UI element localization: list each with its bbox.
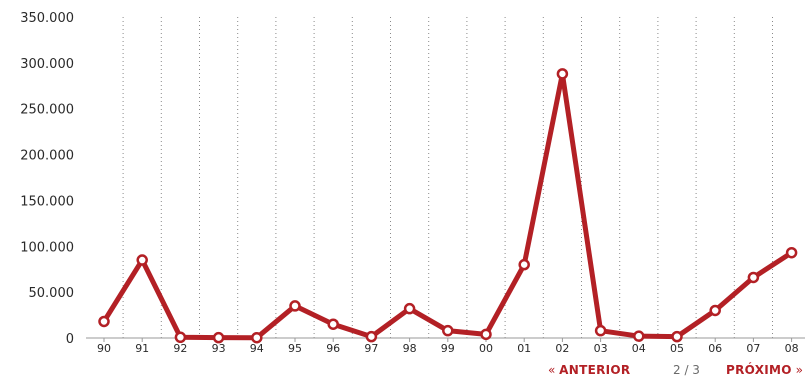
data-point [518,258,530,271]
x-tick-label: 93 [212,342,226,355]
data-point [403,302,416,315]
y-tick-label: 50.000 [29,286,75,301]
data-point [136,254,148,266]
series-line [101,71,795,341]
data-point [594,324,607,337]
x-tick-label: 91 [135,342,149,355]
x-tick-label: 92 [173,342,187,355]
y-tick-label: 0 [66,332,74,347]
next-label[interactable]: PRÓXIMO [726,363,792,377]
double-chevron-left-icon: « [548,363,556,377]
previous-page-link[interactable]: « ANTERIOR [548,363,630,381]
x-tick-label: 05 [670,342,684,355]
data-point [556,68,569,80]
x-tick-label: 02 [555,342,569,355]
data-point [98,315,110,328]
y-tick-label: 150.000 [20,194,74,209]
y-axis-ticks: 0 50.000 100.000 150.000 200.000 250.000 300.0… [20,11,74,347]
x-tick-label: 08 [785,342,799,355]
data-point [212,331,225,344]
y-tick-label: 100.000 [20,240,74,255]
y-tick-label: 200.000 [20,149,74,164]
next-page-link[interactable]: PRÓXIMO » [726,363,803,381]
series-layer [98,68,798,344]
x-tick-label: 00 [479,342,493,355]
data-point [633,330,645,342]
y-tick-label: 350.000 [20,11,74,26]
page-indicator: 2 / 3 [673,363,700,377]
data-point [174,331,187,344]
data-point [365,330,378,343]
x-tick-label: 07 [746,342,760,355]
y-tick-label: 300.000 [20,57,74,72]
data-point [480,328,492,341]
grid-lines [122,17,773,338]
x-tick-label: 01 [517,342,531,355]
x-tick-label: 94 [250,342,264,355]
y-tick-label: 250.000 [20,103,74,118]
data-point [327,318,339,330]
data-point [671,330,683,343]
x-tick-label: 96 [326,342,340,355]
x-tick-label: 06 [708,342,722,355]
data-point [747,271,760,284]
x-tick-label: 98 [403,342,417,355]
data-point [709,304,721,317]
x-tick-label: 99 [441,342,455,355]
x-axis-ticks: 90 91 92 93 94 95 96 97 98 99 00 01 02 03 04 05 06 07 08 [97,338,799,355]
x-tick-label: 95 [288,342,302,355]
double-chevron-right-icon: » [795,363,803,377]
data-point [785,246,798,259]
data-point [289,300,301,312]
x-tick-label: 97 [364,342,378,355]
data-point [251,331,263,344]
line-chart: 0 50.000 100.000 150.000 200.000 250.000 300.0… [20,11,805,355]
previous-label[interactable]: ANTERIOR [559,363,631,377]
data-point [442,324,454,337]
x-tick-label: 90 [97,342,111,355]
x-tick-label: 04 [632,342,646,355]
x-tick-label: 03 [594,342,608,355]
